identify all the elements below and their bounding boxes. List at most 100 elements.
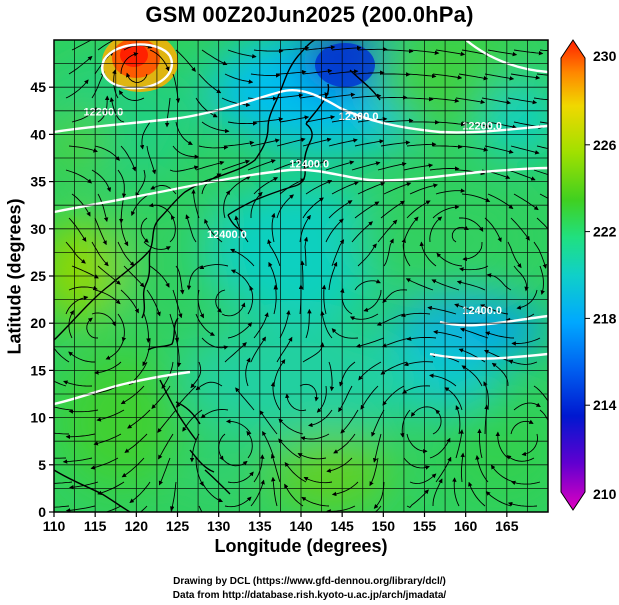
streamline [377,219,398,243]
streamline [127,409,151,429]
streamline [65,79,89,99]
streamline [435,121,466,127]
streamline [91,241,109,267]
streamline [326,457,353,473]
streamline [435,456,452,483]
streamline [54,347,70,363]
streamline [354,70,385,75]
streamline [513,402,541,411]
streamline [63,380,93,387]
streamline [170,481,177,512]
streamline [151,385,171,409]
colorbar-tick-label: 218 [593,310,617,326]
streamline [62,457,93,464]
streamline [97,40,116,51]
streamline [432,144,463,149]
streamline [172,145,200,160]
streamline [246,430,253,459]
streamline [419,241,437,267]
streamline [54,481,73,484]
streamline [458,217,484,232]
streamline [461,121,492,129]
streamline [126,72,148,83]
streamline [175,337,182,368]
streamline [71,107,97,123]
streamline [271,212,276,243]
streamline [372,433,382,463]
streamline [302,197,324,219]
streamline [146,289,161,317]
streamline [429,97,460,103]
streamline [117,169,127,199]
streamline [250,191,263,218]
streamline [250,336,266,363]
streamline [91,71,105,99]
streamline [86,317,99,339]
streamline [121,457,145,478]
streamline [436,252,463,267]
streamline [267,239,281,267]
streamline [201,337,229,350]
streamline [117,241,135,267]
streamline [461,365,483,387]
streamline [65,169,92,184]
streamline [170,505,174,512]
y-tick-label: 25 [30,268,46,284]
streamline [305,308,312,339]
streamline [325,218,344,243]
streamline [175,265,185,295]
streamline [325,160,355,171]
streamline [301,496,330,507]
chart-title: GSM 00Z20Jun2025 (200.0hPa) [145,2,474,27]
streamline [253,454,265,483]
streamline [357,243,377,267]
streamline [331,481,359,497]
streamline [247,285,254,315]
contour-labels: 12200.0 12300.0 12400.0 12400.0 12200.0 12400… [84,107,502,317]
streamline [328,200,353,219]
streamline [94,361,122,375]
streamline [384,48,414,54]
streamline [539,49,548,52]
streamline [68,285,98,291]
streamline [157,409,177,433]
y-tick-label: 20 [30,315,46,331]
streamline [253,177,279,195]
streamline [351,221,373,243]
streamline [381,337,411,348]
streamline [495,431,509,459]
streamline [302,68,333,75]
streamline [429,373,457,387]
streamline [511,337,541,346]
streamline [140,217,149,243]
streamline [406,142,437,147]
x-tick-label: 135 [248,518,272,534]
streamline [432,73,463,80]
streamline [513,193,539,211]
streamline [299,383,319,402]
streamline [273,159,302,171]
contour-label: 12200.0 [84,107,124,119]
streamline [224,73,254,84]
streamline [369,457,379,487]
streamline [455,97,486,104]
streamline [129,481,151,503]
y-tick-label: 40 [30,126,46,142]
streamline [245,357,251,387]
x-tick-label: 155 [413,518,437,534]
streamline [459,265,489,272]
streamline [119,90,145,101]
colorbar-tick-label: 222 [593,224,617,240]
streamline [91,312,116,327]
streamline [262,430,275,459]
streamline [146,145,157,175]
streamline [510,419,534,435]
streamline [201,49,228,66]
streamline [377,95,408,100]
streamline [533,97,548,101]
streamline [340,409,359,434]
streamline [508,359,538,365]
streamline [354,201,380,219]
x-axis-ticks: 110 115 120 125 130 135 140 145 150 155 160 165 [43,512,519,534]
streamline [120,52,139,75]
